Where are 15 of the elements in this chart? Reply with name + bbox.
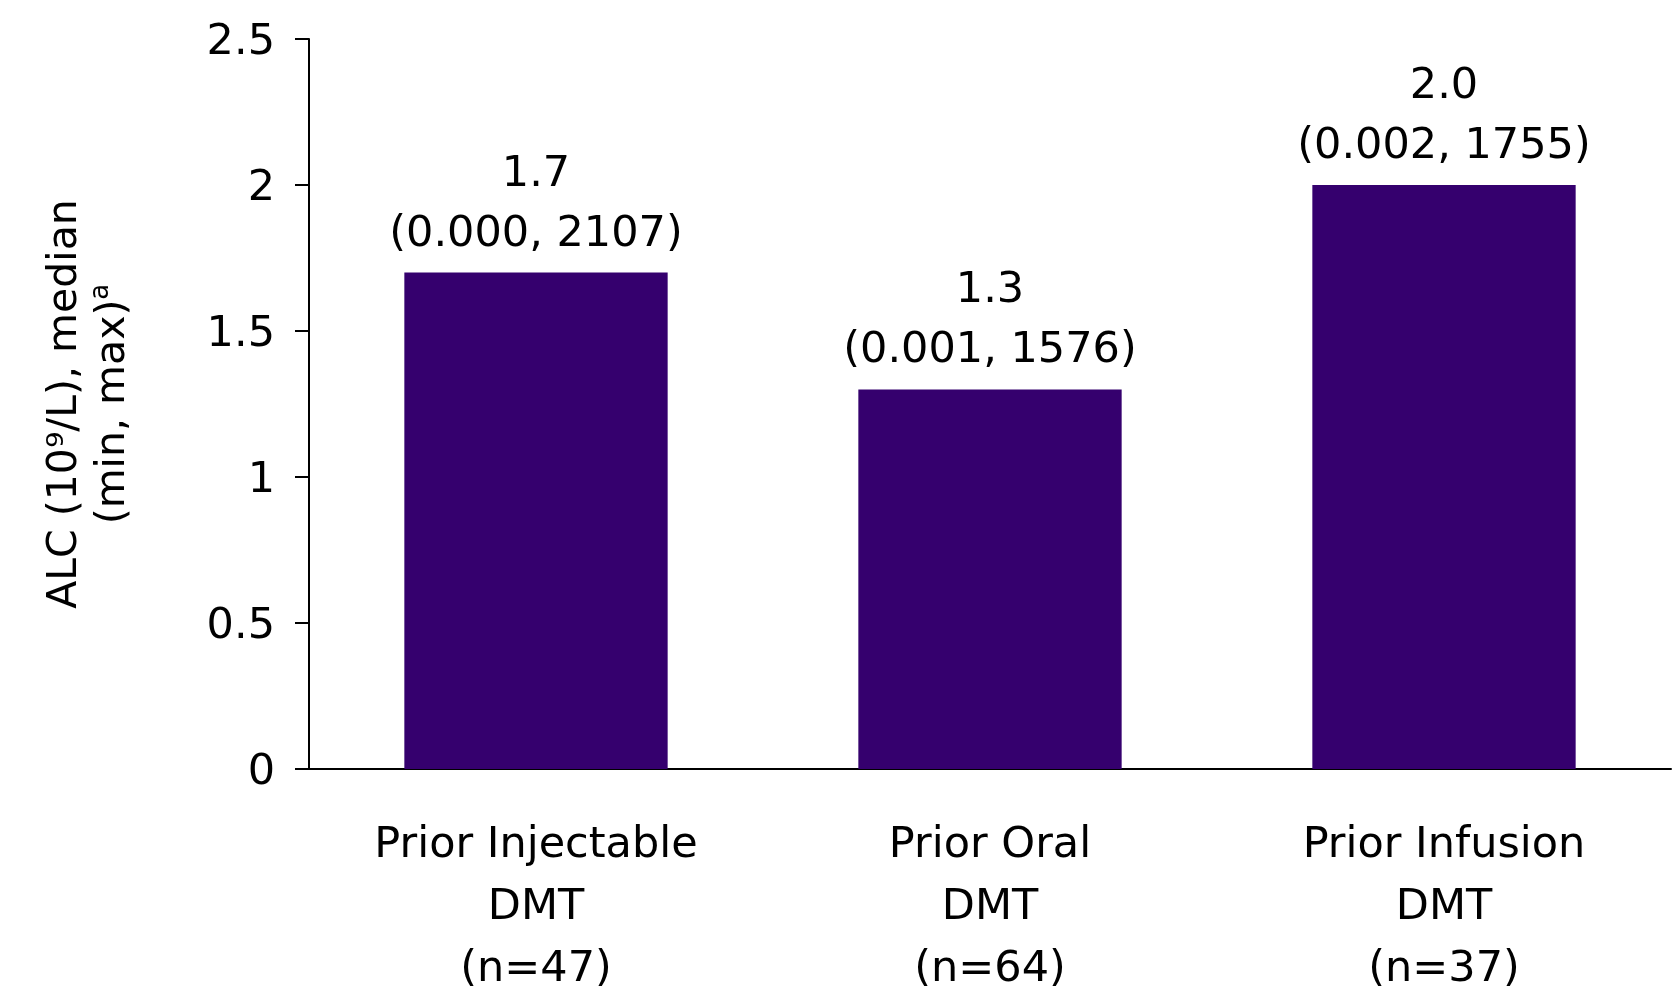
bar	[858, 389, 1122, 769]
bar	[404, 272, 668, 769]
y-tick-label: 0.5	[206, 598, 275, 648]
x-tick-label: Prior Injectable DMT (n=47)	[374, 817, 698, 991]
x-tick-label: Prior Infusion DMT (n=37)	[1302, 817, 1586, 991]
bar	[1312, 185, 1576, 769]
data-label: 1.3 (0.001, 1576)	[843, 262, 1137, 373]
x-tick-label: Prior Oral DMT (n=64)	[888, 817, 1092, 991]
y-tick-label: 1	[247, 452, 275, 502]
y-tick-label: 2	[247, 160, 275, 210]
data-label: 1.7 (0.000, 2107)	[389, 145, 683, 256]
y-tick-label: 2.5	[206, 14, 275, 64]
data-label: 2.0 (0.002, 1755)	[1297, 58, 1591, 168]
y-tick-label: 0	[247, 744, 275, 794]
y-tick-label: 1.5	[206, 306, 275, 356]
